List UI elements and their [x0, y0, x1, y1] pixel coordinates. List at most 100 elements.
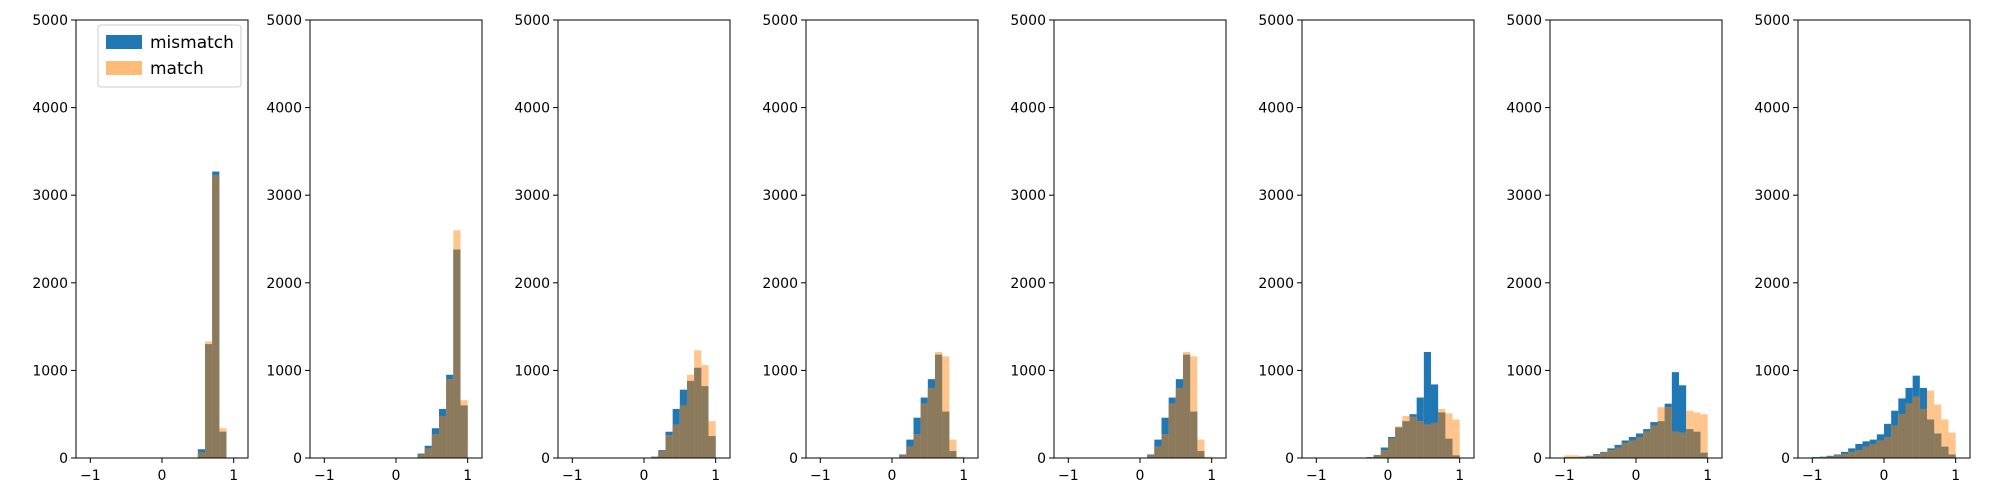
bar-overlap [1671, 431, 1679, 458]
bar-overlap [1919, 408, 1927, 458]
ytick-label: 5000 [1754, 13, 1790, 29]
bar-match [1564, 455, 1572, 458]
bar-overlap [1154, 446, 1162, 458]
xtick-label: 0 [1136, 468, 1145, 484]
bar-overlap [1183, 354, 1191, 458]
ytick-label: 4000 [1258, 101, 1294, 117]
subplot-1: 0 1000 2000 3000 4000 5000 −1 0 1 [32, 13, 249, 484]
bar-overlap [1161, 434, 1169, 458]
bar-overlap [1175, 387, 1183, 458]
bar-overlap [687, 380, 695, 458]
axes-frame [1549, 19, 1723, 459]
bar-overlap [417, 454, 425, 458]
xtick-label: 1 [463, 468, 472, 484]
bar-overlap [920, 403, 928, 458]
bar-overlap [658, 450, 666, 458]
bar-overlap [219, 431, 227, 458]
bar-overlap [935, 354, 943, 458]
xtick-label: −1 [1802, 468, 1823, 484]
bar-overlap [1380, 450, 1388, 458]
bar-match [1934, 404, 1942, 458]
xtick-label: −1 [562, 468, 583, 484]
ytick-label: 5000 [1010, 13, 1046, 29]
ytick-label: 3000 [1258, 188, 1294, 204]
bar-overlap [1621, 443, 1629, 458]
bar-overlap [197, 452, 205, 458]
ytick-label: 4000 [762, 101, 798, 117]
ytick-label: 1000 [762, 363, 798, 379]
bar-overlap [1409, 416, 1417, 458]
bar-overlap [927, 387, 935, 458]
bar-overlap [1628, 440, 1636, 458]
bar-overlap [1388, 438, 1396, 458]
xtick-label: 0 [1384, 468, 1393, 484]
bar-overlap [1912, 396, 1920, 458]
ytick-label: 1000 [1010, 363, 1046, 379]
bar-overlap [1679, 432, 1687, 458]
ytick-label: 2000 [514, 276, 550, 292]
bar-overlap [1848, 451, 1856, 458]
bar-overlap [651, 456, 659, 458]
bar-overlap [672, 424, 680, 458]
bar-overlap [1934, 433, 1942, 458]
xtick-label: 0 [392, 468, 401, 484]
bar-match [1700, 414, 1708, 458]
bar-overlap [665, 435, 673, 458]
ytick-label: 3000 [762, 188, 798, 204]
xtick-label: 1 [1951, 468, 1960, 484]
bar-overlap [1578, 456, 1586, 458]
xtick-label: −1 [1306, 468, 1327, 484]
bar-overlap [1841, 454, 1849, 458]
ytick-label: 1000 [1506, 363, 1542, 379]
bar-overlap [949, 450, 957, 458]
xtick-label: 0 [640, 468, 649, 484]
bar-overlap [1416, 421, 1424, 458]
ytick-label: 4000 [32, 101, 68, 117]
bar-overlap [708, 436, 716, 458]
bar-overlap [424, 448, 432, 458]
bar-match [1197, 439, 1205, 458]
bar-overlap [1898, 414, 1906, 458]
bar-match [949, 439, 957, 458]
ytick-label: 3000 [1010, 188, 1046, 204]
bar-overlap [906, 446, 914, 458]
xtick-label: 0 [1880, 468, 1889, 484]
ytick-label: 2000 [1754, 276, 1790, 292]
ytick-label: 5000 [266, 13, 302, 29]
bar-match [1452, 419, 1460, 458]
legend-label-mismatch: mismatch [150, 33, 234, 53]
xtick-label: 1 [711, 468, 720, 484]
bar-overlap [1600, 452, 1608, 458]
ytick-label: 0 [541, 451, 550, 467]
bar-overlap [1445, 438, 1453, 458]
bar-overlap [205, 344, 213, 458]
xtick-label: −1 [314, 468, 335, 484]
subplot-4: 0 1000 2000 3000 4000 5000 −1 0 1 [762, 13, 979, 484]
bar-overlap [913, 434, 921, 458]
ytick-label: 1000 [1258, 363, 1294, 379]
ytick-label: 3000 [1506, 188, 1542, 204]
bar-overlap [446, 379, 454, 458]
xtick-label: 0 [888, 468, 897, 484]
ytick-label: 4000 [1010, 101, 1046, 117]
legend: mismatch match [97, 24, 242, 88]
xtick-label: 0 [1632, 468, 1641, 484]
bar-match [956, 456, 964, 458]
legend-swatch-mismatch [106, 35, 142, 49]
ytick-label: 5000 [1258, 13, 1294, 29]
bar-overlap [1833, 455, 1841, 458]
bar-overlap [1593, 455, 1601, 458]
bar-overlap [1664, 407, 1672, 458]
axes-frame [1797, 19, 1971, 459]
legend-label-match: match [150, 59, 204, 79]
bar-match [1948, 432, 1956, 458]
ytick-label: 0 [1781, 451, 1790, 467]
bar-overlap [1607, 450, 1615, 458]
subplot-8: 0 1000 2000 3000 4000 5000 −1 0 1 [1754, 13, 1971, 484]
xtick-label: 1 [1207, 468, 1216, 484]
bar-overlap [1650, 425, 1658, 458]
bar-overlap [899, 455, 907, 458]
bar-overlap [1948, 454, 1956, 458]
axes-frame [1301, 19, 1475, 459]
